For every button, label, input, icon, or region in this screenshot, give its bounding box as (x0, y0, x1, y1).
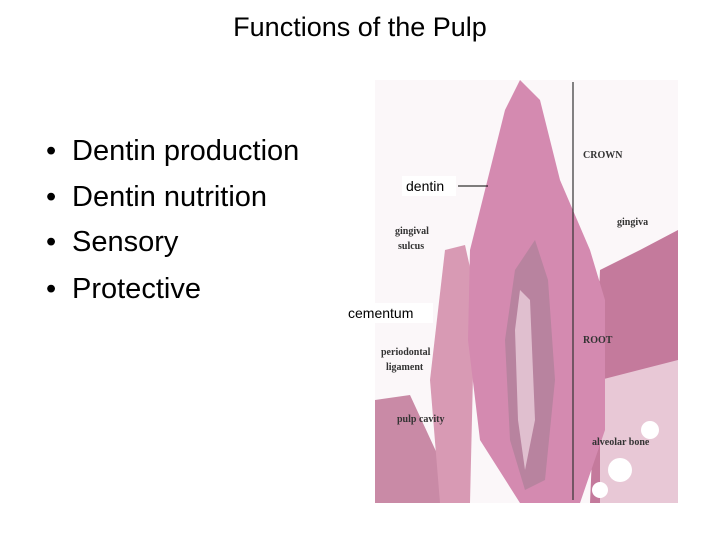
image-label: ROOT (583, 335, 613, 346)
bullet-text: Dentin nutrition (72, 181, 267, 213)
image-label: sulcus (398, 241, 424, 252)
image-label: gingiva (617, 217, 648, 228)
image-label: CROWN (583, 150, 623, 161)
bullet-dot: • (46, 273, 56, 305)
bullet-text: Protective (72, 273, 201, 305)
bullet-dot: • (46, 135, 56, 167)
image-label: pulp cavity (397, 414, 445, 425)
bullet-dot: • (46, 226, 56, 258)
bullet-text: Dentin production (72, 135, 299, 167)
bullet-text: Sensory (72, 226, 179, 258)
overlay-label: cementum (348, 305, 413, 321)
image-label: gingival (395, 226, 429, 237)
label-background (402, 176, 456, 196)
image-label: ligament (386, 362, 424, 373)
image-label: periodontal (381, 347, 431, 358)
label-background (345, 303, 433, 323)
overlay-label: dentin (406, 178, 444, 194)
slide-title: Functions of the Pulp (233, 12, 487, 42)
image-label: alveolar bone (592, 437, 650, 448)
bullet-dot: • (46, 181, 56, 213)
tooth-histology-image: CROWN gingiva gingival sulcus ROOT perio… (375, 80, 678, 503)
bullet-list: • Dentin production • Dentin nutrition •… (46, 135, 299, 305)
